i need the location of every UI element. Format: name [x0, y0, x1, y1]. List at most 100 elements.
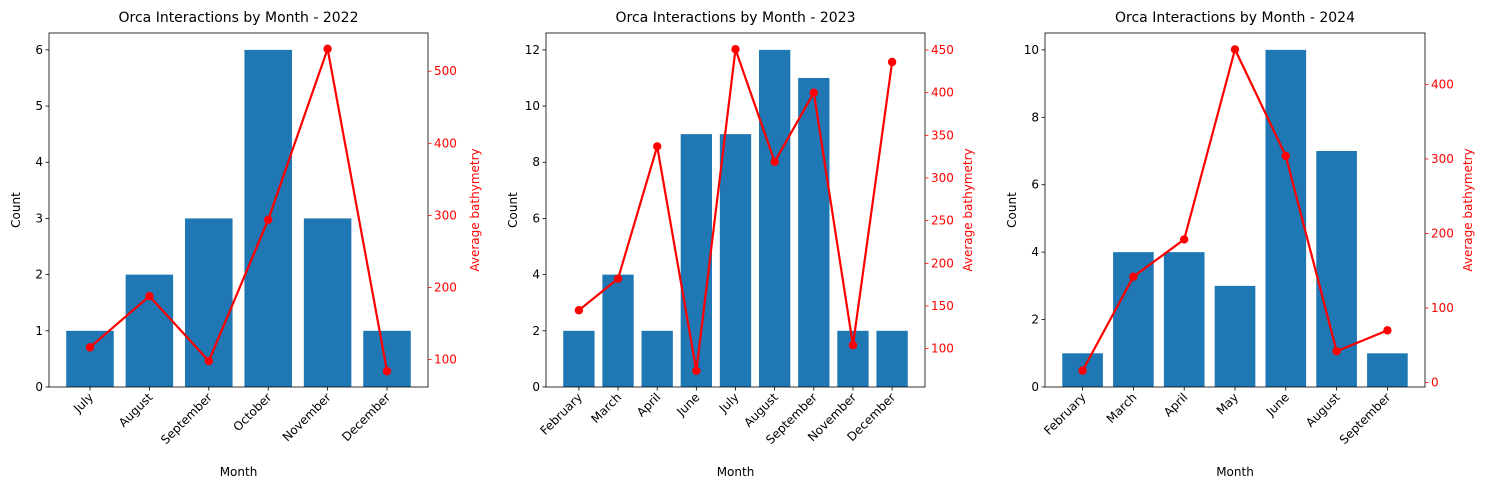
bathymetry-point-september: [809, 88, 819, 97]
y2-tick-label: 100: [1431, 301, 1454, 315]
y-tick-label: 0: [532, 380, 540, 394]
bathymetry-point-december: [887, 57, 897, 67]
y2-tick-label: 300: [1431, 152, 1454, 166]
bar-september: [1367, 353, 1408, 387]
axes-frame: [48, 32, 429, 388]
x-tick-label-july: July: [70, 390, 96, 416]
bathymetry-point-august: [1332, 347, 1341, 356]
y2-tick-label: 200: [434, 281, 457, 295]
bar-july: [719, 134, 752, 387]
bathymetry-point-april: [652, 142, 662, 151]
y-tick-label: 10: [1024, 43, 1039, 57]
bathymetry-point-may: [1230, 45, 1240, 54]
bathymetry-point-july: [731, 45, 740, 54]
x-tick-label-april: April: [1161, 390, 1190, 419]
bathymetry-point-november: [323, 44, 332, 54]
y-tick-label: 8: [1031, 110, 1039, 124]
bar-april: [641, 330, 673, 387]
bathymetry-point-september: [1383, 326, 1392, 335]
bathymetry-line: [89, 47, 389, 372]
x-tick-label-december: December: [339, 390, 393, 444]
bathymetry-point-june: [692, 366, 701, 375]
y2-tick-label: 500: [434, 64, 457, 78]
y2-tick-label: 300: [931, 171, 954, 185]
y2-tick-label: 100: [434, 353, 457, 367]
y-tick-label: 5: [35, 99, 43, 113]
x-tick-label-february: February: [1041, 390, 1089, 438]
x-tick-label-june: June: [1263, 390, 1292, 419]
y2-tick-label: 200: [931, 256, 954, 270]
x-tick-label-october: October: [230, 390, 274, 434]
y2-tick-label: 400: [931, 86, 954, 100]
x-axis-label: Month: [1216, 465, 1254, 479]
chart-title: Orca Interactions by Month - 2023: [616, 10, 856, 26]
chart-panel-2022: Orca Interactions by Month - 2022 0 1 2 3 4 5 6…: [9, 10, 482, 479]
x-tick-label-may: May: [1214, 390, 1241, 417]
bathymetry-point-october: [264, 215, 273, 224]
y-tick-label: 6: [1031, 178, 1039, 192]
y-tick-label: 2: [35, 268, 43, 282]
y2-tick-label: 150: [931, 299, 954, 313]
bar-june: [1265, 49, 1307, 387]
y2-axis-label: Average bathymetry: [1461, 148, 1475, 271]
chart-title: Orca Interactions by Month - 2024: [1115, 10, 1355, 26]
x-axis-label: Month: [717, 465, 755, 479]
y2-tick-label: 400: [1431, 77, 1454, 91]
y-tick-label: 0: [1031, 380, 1039, 394]
y-axis-label: Count: [1005, 192, 1019, 228]
chart-panel-2024: Orca Interactions by Month - 2024 0 2 4 6 8 10…: [1005, 10, 1475, 479]
x-tick-label-april: April: [634, 390, 663, 419]
bar-may: [1214, 285, 1256, 387]
chart-panel-2023: Orca Interactions by Month - 2023 0 2 4 6 8 10…: [506, 10, 975, 479]
y-axis-label: Count: [506, 192, 520, 228]
x-tick-label-september: September: [1337, 390, 1394, 447]
bar-december: [363, 330, 411, 387]
y2-tick-label: 300: [434, 208, 457, 222]
x-tick-label-march: March: [588, 390, 624, 426]
y2-tick-label: 0: [1431, 376, 1439, 390]
x-tick-label-march: March: [1104, 390, 1140, 426]
bathymetry-point-june: [1281, 151, 1291, 161]
bar-august: [125, 274, 174, 387]
bathymetry-point-february: [574, 306, 584, 315]
bar-february: [563, 330, 595, 387]
y-tick-label: 4: [532, 268, 540, 282]
y-tick-label: 6: [532, 211, 540, 225]
y2-tick-label: 250: [931, 214, 954, 228]
bathymetry-point-february: [1078, 366, 1087, 375]
x-tick-label-november: November: [280, 390, 334, 444]
y-tick-label: 4: [35, 155, 43, 169]
bar-december: [876, 330, 908, 387]
x-axis-label: Month: [220, 465, 258, 479]
bathymetry-point-december: [382, 366, 392, 376]
y2-axis-label: Average bathymetry: [468, 148, 482, 271]
x-tick-label-august: August: [116, 390, 156, 430]
y2-tick-label: 200: [1431, 226, 1454, 240]
y-tick-label: 3: [35, 211, 43, 225]
y-tick-label: 12: [525, 43, 540, 57]
bar-july: [66, 330, 114, 387]
y2-tick-label: 400: [434, 136, 457, 150]
y-axis-label: Count: [9, 192, 23, 228]
y-tick-label: 2: [532, 324, 540, 338]
x-tick-label-september: September: [158, 390, 215, 447]
y-tick-label: 0: [35, 380, 43, 394]
bar-november: [303, 218, 352, 387]
y2-tick-label: 350: [931, 128, 954, 142]
x-tick-label-july: July: [716, 390, 742, 416]
y2-axis-label: Average bathymetry: [961, 148, 975, 271]
bathymetry-point-march: [1129, 272, 1138, 281]
bar-march: [602, 274, 634, 387]
y-tick-label: 10: [525, 99, 540, 113]
y-tick-label: 1: [35, 324, 43, 338]
bar-march: [1113, 252, 1154, 387]
y-tick-label: 2: [1031, 313, 1039, 327]
x-tick-label-june: June: [673, 390, 702, 419]
bathymetry-point-july: [85, 343, 95, 352]
x-tick-label-august: August: [1303, 390, 1343, 430]
y2-tick-label: 450: [931, 43, 954, 57]
bathymetry-point-march: [613, 274, 623, 283]
y-tick-label: 6: [35, 43, 43, 57]
bathymetry-point-november: [848, 341, 858, 350]
